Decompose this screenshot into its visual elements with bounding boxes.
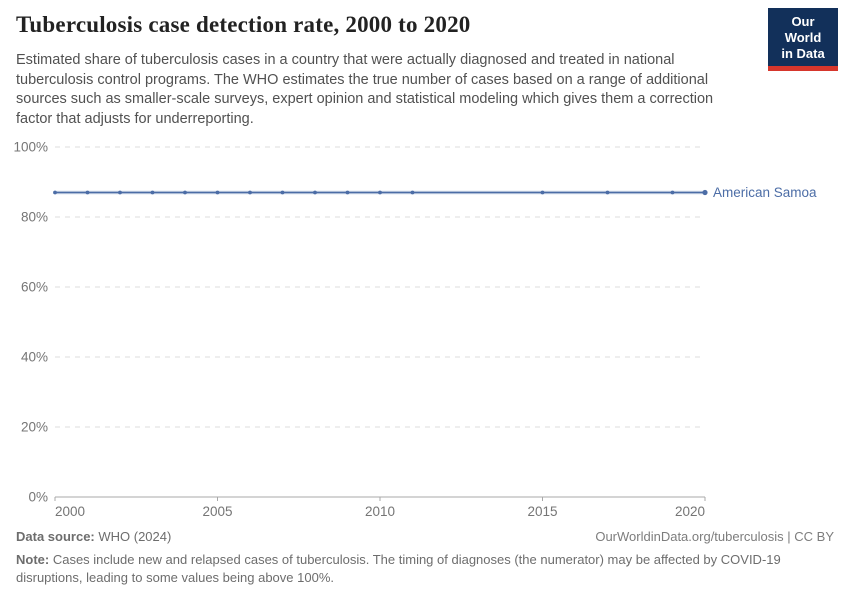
page-title: Tuberculosis case detection rate, 2000 t…	[16, 12, 471, 37]
page-subtitle: Estimated share of tuberculosis cases in…	[16, 52, 714, 127]
y-tick-label: 60%	[21, 280, 48, 295]
data-point	[345, 190, 350, 195]
y-tick-label: 0%	[28, 490, 48, 505]
data-source-value: WHO (2024)	[94, 529, 172, 544]
x-tick-label: 2020	[675, 504, 705, 519]
x-tick-label: 2010	[365, 504, 395, 519]
owid-logo-line2: in Data	[781, 46, 825, 61]
data-point	[378, 190, 382, 195]
data-point	[150, 190, 155, 195]
x-tick-label: 2015	[527, 504, 557, 519]
x-tick-label: 2005	[202, 504, 232, 519]
data-point	[215, 190, 220, 195]
data-point	[670, 190, 675, 195]
footnote-value: Cases include new and relapsed cases of …	[16, 552, 781, 585]
data-point	[183, 190, 187, 195]
data-source-label: Data source:	[16, 529, 95, 544]
chart-canvas: 0% 20% 40% 60% 80% 100% 2000 2005 2010 2015 2020 Am…	[13, 140, 817, 520]
series-label: American Samoa	[713, 185, 817, 200]
data-point	[410, 190, 415, 195]
data-point	[85, 190, 90, 195]
data-point	[605, 190, 610, 195]
owid-logo[interactable]: Our World in Data	[768, 8, 838, 71]
data-point	[118, 190, 122, 195]
chart-header: Tuberculosis case detection rate, 2000 t…	[16, 12, 750, 129]
footnote-label: Note:	[16, 552, 50, 567]
y-tick-label: 40%	[21, 350, 48, 365]
data-point	[540, 190, 545, 195]
footer: Data source: WHO (2024) OurWorldinData.o…	[16, 529, 834, 586]
data-point	[313, 190, 317, 195]
data-point	[702, 189, 708, 196]
x-tick-label: 2000	[55, 504, 85, 519]
data-source: Data source: WHO (2024)	[16, 529, 171, 544]
footnote: Note: Cases include new and relapsed cas…	[16, 551, 834, 586]
data-point	[248, 190, 252, 195]
y-tick-label: 20%	[21, 420, 48, 435]
y-tick-label: 100%	[13, 140, 48, 155]
data-point	[280, 190, 285, 195]
license-link[interactable]: OurWorldinData.org/tuberculosis | CC BY	[595, 529, 834, 544]
y-tick-label: 80%	[21, 210, 48, 225]
data-point	[53, 190, 57, 195]
owid-logo-line1: Our World	[784, 14, 822, 45]
